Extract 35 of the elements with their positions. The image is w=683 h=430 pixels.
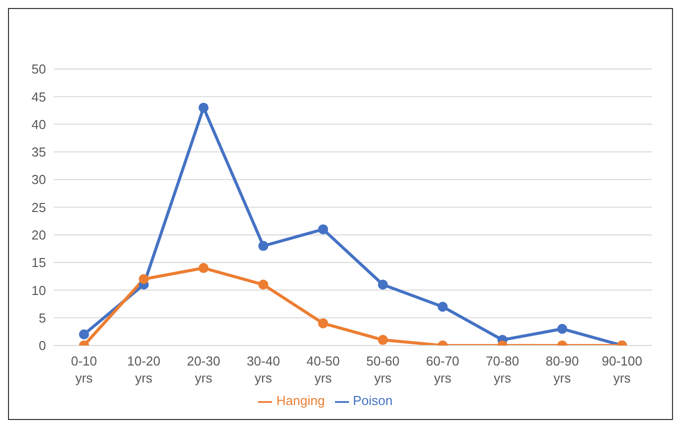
y-tick-label: 35 bbox=[32, 144, 46, 160]
x-tick-label: 10-20 yrs bbox=[127, 353, 160, 386]
point bbox=[438, 302, 448, 312]
x-tick-label: 20-30 yrs bbox=[186, 353, 220, 386]
point bbox=[198, 102, 209, 113]
x-tick-label: 70-80 yrs bbox=[486, 353, 520, 386]
point bbox=[378, 280, 388, 290]
y-tick-label: 10 bbox=[32, 282, 46, 298]
point bbox=[258, 240, 268, 251]
y-tick-label: 15 bbox=[32, 255, 46, 270]
x-tick-label: 50-60 yrs bbox=[366, 353, 400, 386]
y-tick-label: 45 bbox=[32, 89, 46, 104]
point bbox=[318, 318, 328, 328]
y-tick-label: 0 bbox=[38, 338, 46, 354]
point bbox=[138, 274, 149, 284]
y-tick-label: 20 bbox=[32, 227, 46, 242]
point bbox=[258, 280, 268, 290]
y-tick-label: 30 bbox=[32, 172, 46, 188]
legend-label: Poison bbox=[352, 393, 393, 408]
point bbox=[79, 329, 89, 340]
x-tick-label: 80-90 yrs bbox=[546, 353, 579, 386]
x-tick-label: 0-10 yrs bbox=[70, 353, 98, 386]
legend-label: Hanging bbox=[276, 393, 325, 408]
point bbox=[198, 263, 209, 274]
y-tick-label: 25 bbox=[32, 200, 46, 215]
x-tick-label: 40-50 yrs bbox=[306, 353, 340, 386]
y-tick-label: 50 bbox=[32, 62, 46, 77]
y-tick-label: 5 bbox=[38, 310, 46, 326]
point bbox=[318, 224, 328, 234]
x-tick-label: 30-40 yrs bbox=[246, 353, 280, 386]
x-tick-label: 60-70 yrs bbox=[426, 353, 460, 386]
y-tick-label: 40 bbox=[32, 116, 46, 132]
point bbox=[378, 334, 388, 345]
x-tick-label: 90-100 yrs bbox=[602, 353, 642, 386]
point bbox=[557, 324, 568, 334]
